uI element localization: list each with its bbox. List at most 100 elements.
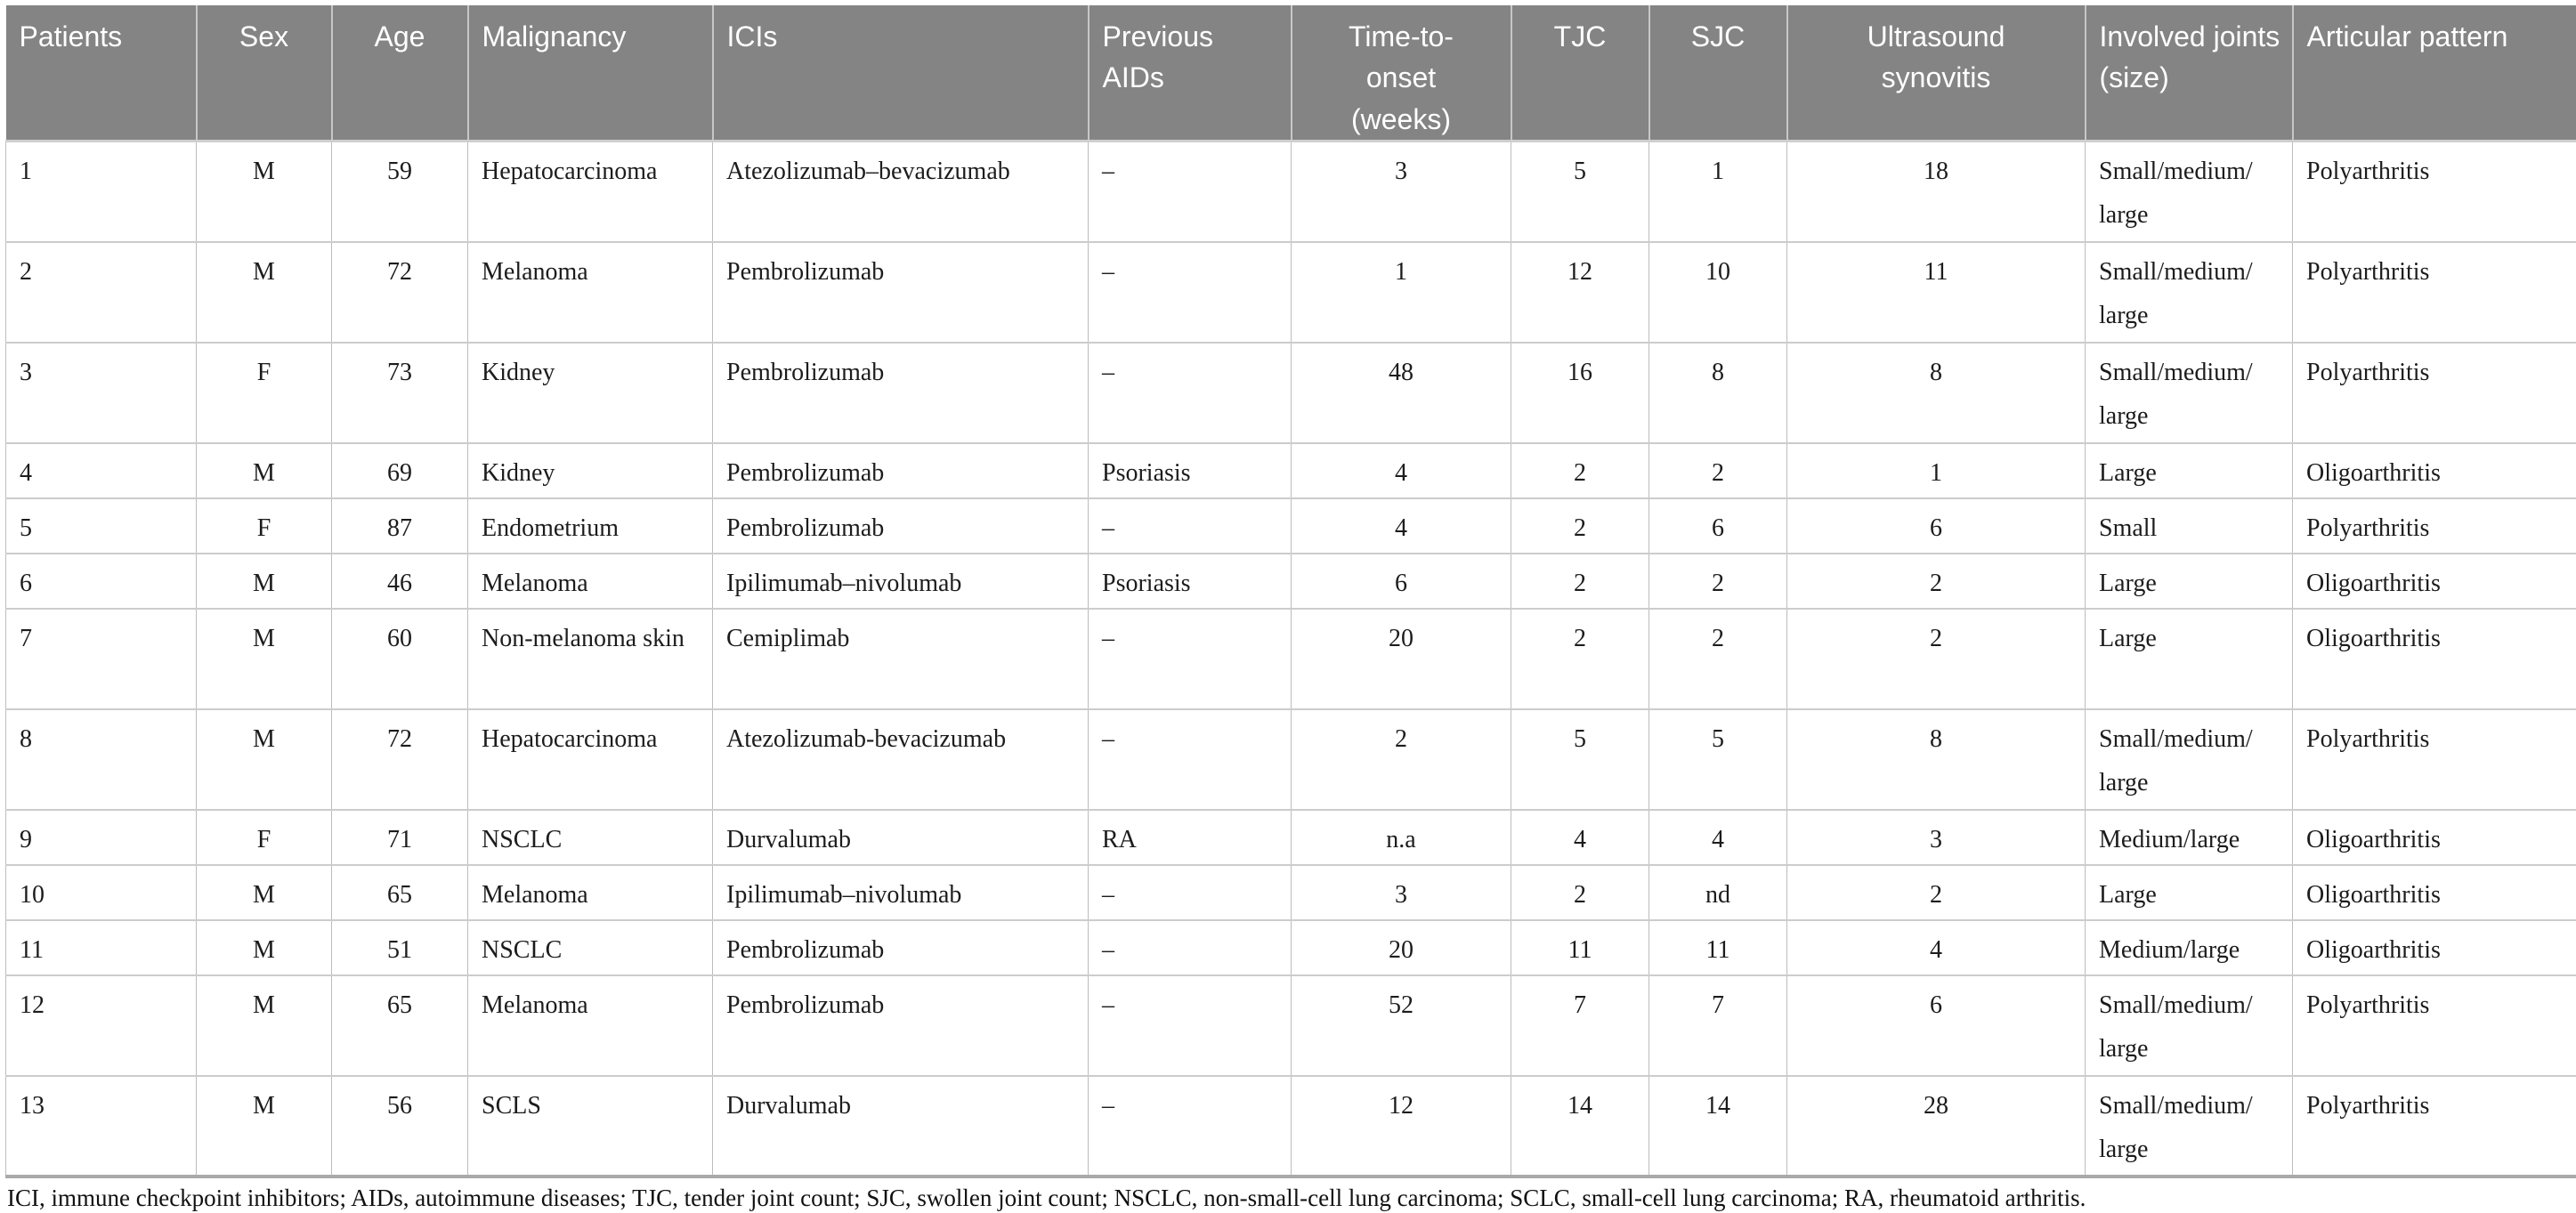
table-cell-involved-joints-size: Small/​medium/​large — [2086, 709, 2293, 810]
table-cell-time-to-onset-weeks: 3 — [1292, 142, 1511, 242]
table-cell-malignancy: Kidney — [468, 443, 713, 498]
table-cell-patients: 4 — [6, 443, 197, 498]
table-cell-articular-pattern: Oligoarthritis — [2293, 920, 2576, 975]
column-header-malignancy: Malignancy — [468, 5, 713, 142]
table-cell-previous-aids: RA — [1089, 810, 1292, 865]
table-cell-icis: Pembrolizumab — [713, 920, 1089, 975]
table-cell-malignancy: NSCLC — [468, 810, 713, 865]
table-cell-previous-aids: Psoriasis — [1089, 443, 1292, 498]
table-cell-involved-joints-size: Small/​medium/​large — [2086, 242, 2293, 343]
table-cell-sex: M — [197, 975, 332, 1076]
table-cell-icis: Pembrolizumab — [713, 343, 1089, 443]
table-cell-sex: M — [197, 920, 332, 975]
table-cell-age: 65 — [332, 865, 468, 920]
table-cell-age: 51 — [332, 920, 468, 975]
table-cell-sjc: 2 — [1649, 554, 1787, 609]
table-cell-malignancy: Melanoma — [468, 865, 713, 920]
table-cell-articular-pattern: Oligoarthritis — [2293, 443, 2576, 498]
table-cell-tjc: 7 — [1511, 975, 1649, 1076]
table-cell-tjc: 16 — [1511, 343, 1649, 443]
column-header-patients: Patients — [6, 5, 197, 142]
table-cell-involved-joints-size: Large — [2086, 609, 2293, 709]
table-cell-involved-joints-size: Large — [2086, 554, 2293, 609]
table-cell-ultrasound-synovitis: 6 — [1787, 498, 2086, 554]
table-cell-sjc: 6 — [1649, 498, 1787, 554]
table-cell-sex: M — [197, 443, 332, 498]
table-cell-articular-pattern: Polyarthritis — [2293, 975, 2576, 1076]
table-cell-previous-aids: – — [1089, 609, 1292, 709]
table-cell-tjc: 2 — [1511, 443, 1649, 498]
table-cell-ultrasound-synovitis: 11 — [1787, 242, 2086, 343]
table-cell-articular-pattern: Oligoarthritis — [2293, 554, 2576, 609]
table-cell-sex: M — [197, 609, 332, 709]
table-cell-patients: 6 — [6, 554, 197, 609]
table-cell-tjc: 2 — [1511, 609, 1649, 709]
table-cell-previous-aids: – — [1089, 142, 1292, 242]
table-cell-time-to-onset-weeks: 1 — [1292, 242, 1511, 343]
table-cell-patients: 3 — [6, 343, 197, 443]
table-cell-sjc: 1 — [1649, 142, 1787, 242]
table-cell-malignancy: Hepatocarcinoma — [468, 142, 713, 242]
table-cell-malignancy: Melanoma — [468, 242, 713, 343]
table-cell-age: 87 — [332, 498, 468, 554]
table-cell-age: 72 — [332, 242, 468, 343]
table-cell-patients: 8 — [6, 709, 197, 810]
table-cell-patients: 10 — [6, 865, 197, 920]
table-cell-involved-joints-size: Small/​medium/​large — [2086, 975, 2293, 1076]
table-cell-ultrasound-synovitis: 2 — [1787, 609, 2086, 709]
table-cell-age: 65 — [332, 975, 468, 1076]
table-cell-involved-joints-size: Small — [2086, 498, 2293, 554]
table-cell-ultrasound-synovitis: 6 — [1787, 975, 2086, 1076]
table-cell-ultrasound-synovitis: 3 — [1787, 810, 2086, 865]
table-cell-malignancy: Non-melanoma skin — [468, 609, 713, 709]
table-cell-sex: M — [197, 1076, 332, 1177]
table-cell-previous-aids: – — [1089, 709, 1292, 810]
table-cell-patients: 12 — [6, 975, 197, 1076]
table-cell-articular-pattern: Polyarthritis — [2293, 1076, 2576, 1177]
table-cell-ultrasound-synovitis: 1 — [1787, 443, 2086, 498]
table-cell-previous-aids: – — [1089, 920, 1292, 975]
table-cell-sjc: 11 — [1649, 920, 1787, 975]
table-cell-involved-joints-size: Small/​medium/​large — [2086, 1076, 2293, 1177]
table-cell-icis: Ipilimumab–nivolumab — [713, 865, 1089, 920]
table-cell-malignancy: Hepatocarcinoma — [468, 709, 713, 810]
table-cell-sjc: 10 — [1649, 242, 1787, 343]
table-cell-sjc: nd — [1649, 865, 1787, 920]
table-cell-sjc: 14 — [1649, 1076, 1787, 1177]
column-header-tjc: TJC — [1511, 5, 1649, 142]
table-cell-articular-pattern: Polyarthritis — [2293, 498, 2576, 554]
table-cell-tjc: 5 — [1511, 142, 1649, 242]
table-cell-previous-aids: – — [1089, 498, 1292, 554]
table-cell-tjc: 2 — [1511, 865, 1649, 920]
table-cell-time-to-onset-weeks: 52 — [1292, 975, 1511, 1076]
table-cell-icis: Pembrolizumab — [713, 443, 1089, 498]
table-cell-tjc: 4 — [1511, 810, 1649, 865]
table-cell-sex: M — [197, 865, 332, 920]
column-header-icis: ICIs — [713, 5, 1089, 142]
table-cell-malignancy: Melanoma — [468, 975, 713, 1076]
table-cell-involved-joints-size: Small/​medium/​large — [2086, 343, 2293, 443]
table-cell-sex: M — [197, 242, 332, 343]
table-cell-malignancy: Kidney — [468, 343, 713, 443]
table-cell-time-to-onset-weeks: 20 — [1292, 920, 1511, 975]
table-cell-involved-joints-size: Small/​medium/​large — [2086, 142, 2293, 242]
column-header-time-to-onset-weeks: Time-to-onset (weeks) — [1292, 5, 1511, 142]
table-cell-articular-pattern: Oligoarthritis — [2293, 865, 2576, 920]
column-header-sjc: SJC — [1649, 5, 1787, 142]
table-cell-tjc: 14 — [1511, 1076, 1649, 1177]
table-cell-patients: 5 — [6, 498, 197, 554]
table-cell-icis: Durvalumab — [713, 810, 1089, 865]
table-cell-articular-pattern: Polyarthritis — [2293, 709, 2576, 810]
